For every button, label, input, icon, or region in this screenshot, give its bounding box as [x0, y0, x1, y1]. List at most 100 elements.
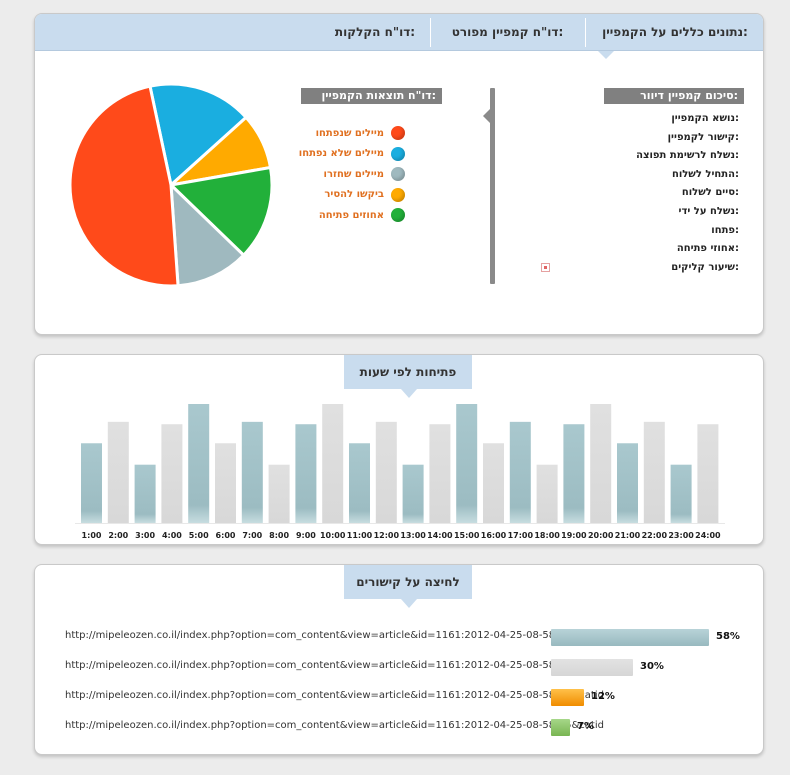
legend-color-dot	[391, 187, 405, 202]
tab-general-data[interactable]: נתונים כללים על הקמפיין:	[602, 25, 748, 39]
hour-tick-label: 18:00	[534, 531, 560, 540]
hour-bar	[188, 404, 210, 523]
link-click-bar	[551, 659, 633, 676]
summary-field-label: נשלח על ידי:	[678, 206, 739, 217]
hour-tick-label: 9:00	[296, 531, 316, 540]
link-url[interactable]: http://mipeleozen.co.il/index.php?option…	[65, 630, 604, 641]
hour-bar	[322, 404, 344, 523]
summary-field-label: קישור לקמפיין:	[667, 131, 739, 143]
pie-slice	[148, 82, 249, 188]
hour-bar	[81, 443, 102, 523]
hour-bar	[563, 424, 585, 523]
broken-image-icon	[541, 263, 550, 272]
link-url[interactable]: http://mipeleozen.co.il/index.php?option…	[65, 660, 604, 671]
hour-bar	[349, 443, 370, 523]
hour-tick-label: 21:00	[615, 531, 641, 540]
tab-clicks-report[interactable]: דו"ח הקלקות:	[334, 25, 416, 39]
hour-bar	[509, 421, 531, 523]
section-divider	[490, 88, 495, 284]
divider-pointer	[483, 109, 490, 123]
link-url[interactable]: http://mipeleozen.co.il/index.php?option…	[65, 690, 604, 701]
hour-bar	[268, 464, 290, 523]
hour-tick-label: 19:00	[561, 531, 587, 540]
hour-bar	[590, 404, 612, 523]
opens-by-hour-chart: 1:00 2:00 3:00 4:00 5:00 6:00 7:00 8:00 9:00 10:0…	[75, 404, 725, 540]
legend-item: מיילים שחזרו	[324, 166, 405, 182]
link-click-bar	[551, 719, 570, 736]
link-url[interactable]: http://mipeleozen.co.il/index.php?option…	[65, 720, 604, 731]
link-row: http://mipeleozen.co.il/index.php?option…	[35, 657, 765, 677]
title-pointer	[401, 389, 417, 398]
legend-label: אחוזים פתיחה	[318, 209, 384, 221]
results-pie-chart	[68, 82, 272, 288]
hour-bar	[617, 443, 638, 523]
summary-field-label: סיים לשלוח:	[681, 187, 739, 199]
hour-tick-label: 8:00	[269, 531, 289, 540]
pie-slice	[68, 84, 180, 288]
hour-tick-label: 12:00	[374, 531, 400, 540]
link-click-percent: 30%	[640, 661, 664, 672]
hour-tick-label: 20:00	[588, 531, 614, 540]
hour-bar	[375, 421, 397, 523]
hour-tick-label: 10:00	[320, 531, 346, 540]
hour-bar	[402, 464, 424, 523]
link-click-bar	[551, 689, 584, 706]
hour-bar	[295, 424, 317, 523]
hour-tick-label: 15:00	[454, 531, 480, 540]
link-click-percent: 12%	[591, 691, 615, 702]
link-click-percent: 7%	[577, 721, 594, 732]
hour-tick-label: 22:00	[642, 531, 668, 540]
pie-slice	[167, 165, 272, 258]
tab-detailed-report[interactable]: דו"ח קמפיין מפורט:	[451, 25, 564, 39]
hour-bar	[215, 443, 236, 523]
link-row: http://mipeleozen.co.il/index.php?option…	[35, 687, 765, 707]
hour-tick-label: 11:00	[347, 531, 373, 540]
hour-tick-label: 5:00	[189, 531, 209, 540]
hour-tick-label: 23:00	[668, 531, 694, 540]
legend-label: מיילים שלא נפתחו	[298, 148, 384, 159]
report-tabbar: נתונים כללים על הקמפיין: דו"ח קמפיין מפו…	[35, 14, 763, 51]
hour-bar	[241, 421, 263, 523]
hour-tick-label: 2:00	[108, 531, 128, 540]
hour-bar	[161, 424, 183, 523]
legend-label: ביקשו להסיר	[324, 189, 384, 200]
hour-bar	[536, 464, 558, 523]
hour-bar	[483, 443, 504, 523]
legend-item: מיילים שנפתחו	[316, 125, 405, 141]
summary-field-label: נשלח לרשימת תפוצה:	[636, 150, 739, 162]
hour-tick-label: 6:00	[216, 531, 236, 540]
hour-tick-label: 13:00	[400, 531, 426, 540]
legend-label: מיילים שחזרו	[323, 168, 384, 180]
hour-bar	[107, 421, 129, 523]
legend-item: אחוזים פתיחה	[319, 207, 405, 223]
hour-tick-label: 17:00	[508, 531, 534, 540]
hour-bar	[643, 421, 665, 523]
summary-field-label: שיעור קליקים:	[671, 261, 739, 273]
opens-by-hour-panel: פתיחות לפי שעות 1:00 2:00 3:00 4:00 5:00 6:00…	[34, 354, 764, 545]
link-row: http://mipeleozen.co.il/index.php?option…	[35, 627, 765, 647]
summary-field-label: פתחו:	[711, 224, 739, 236]
title-pointer	[401, 599, 417, 608]
legend-color-dot	[391, 167, 405, 181]
legend-color-dot	[391, 208, 405, 222]
hour-bar	[670, 464, 692, 523]
summary-field-label: נושא הקמפיין:	[671, 113, 739, 124]
link-click-bar	[551, 629, 709, 646]
hour-tick-label: 24:00	[695, 531, 721, 540]
summary-title: סיכום קמפיין דיוור:	[604, 88, 744, 104]
summary-field-label: אחוזי פתיחה:	[676, 243, 739, 255]
hour-bar	[697, 424, 719, 523]
hour-tick-label: 1:00	[82, 531, 102, 540]
summary-field-label: התחיל לשלוח:	[671, 168, 739, 180]
hour-tick-label: 7:00	[242, 531, 262, 540]
hour-tick-label: 3:00	[135, 531, 155, 540]
link-click-percent: 58%	[716, 631, 740, 642]
hour-bar	[429, 424, 451, 523]
hour-tick-label: 14:00	[427, 531, 453, 540]
link-clicks-title: לחיצה על קישורים	[344, 565, 472, 599]
link-clicks-panel: לחיצה על קישורים http://mipeleozen.co.il…	[34, 564, 764, 755]
campaign-report-panel: נתונים כללים על הקמפיין: דו"ח קמפיין מפו…	[34, 13, 764, 335]
legend-label: מיילים שנפתחו	[315, 127, 384, 139]
results-title: דו"ח תוצאות הקמפיין:	[301, 88, 442, 104]
hour-bar	[456, 404, 478, 523]
